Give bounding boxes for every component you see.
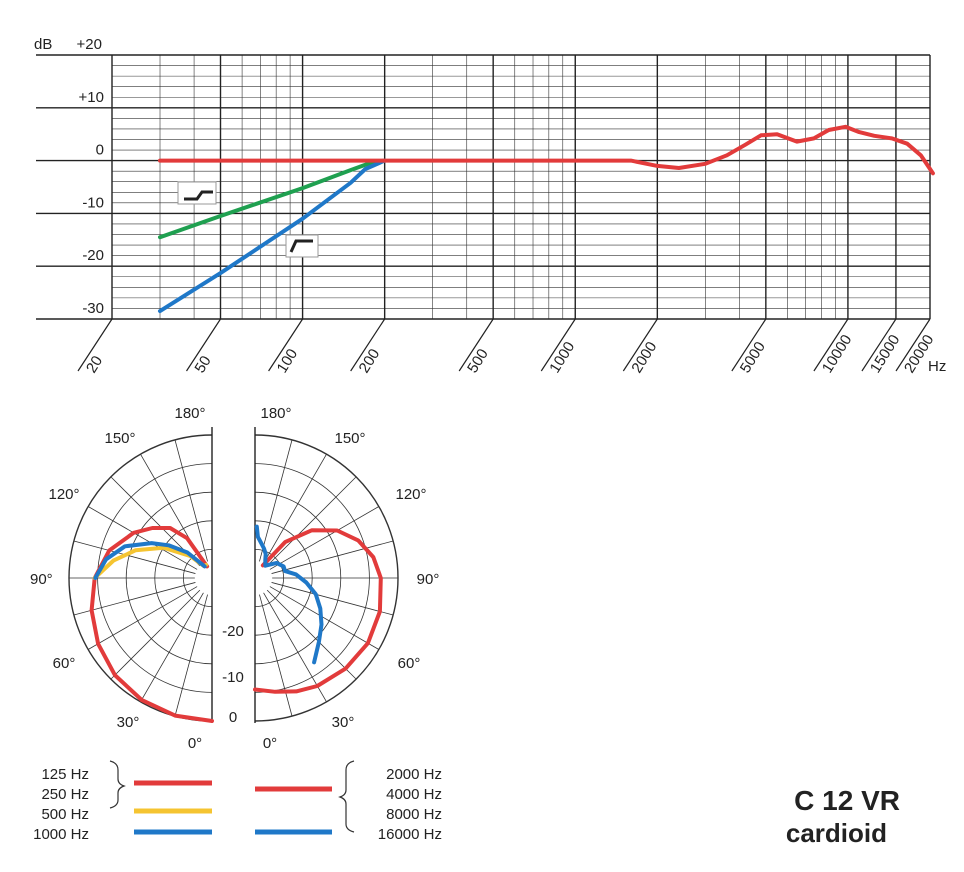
frequency-response-chart: 20 50 100 200 500 1000 2000 5000 10000 1500020000… bbox=[34, 36, 946, 376]
polar-spoke bbox=[259, 439, 293, 562]
legend-brace-right bbox=[338, 760, 355, 833]
x-tick-label: 100 bbox=[274, 346, 302, 376]
polar-spoke bbox=[269, 506, 380, 570]
polar-curve-right bbox=[253, 528, 383, 694]
icon-glyph bbox=[184, 190, 213, 201]
radial-label: 0 bbox=[229, 709, 237, 726]
x-tick-mark bbox=[268, 318, 304, 372]
legend: 125 Hz 250 Hz 500 Hz 1000 Hz 2000 Hz 4000 Hz 8… bbox=[33, 760, 442, 843]
polar-spoke bbox=[271, 582, 394, 616]
legend-label-right: 16000 Hz bbox=[378, 826, 442, 843]
polar-pattern-name: cardioid bbox=[786, 818, 887, 848]
polar-spoke bbox=[174, 439, 208, 562]
model-name: C 12 VR bbox=[794, 785, 900, 816]
polar-center-mask bbox=[223, 568, 244, 588]
y-tick-label: +20 bbox=[77, 36, 102, 53]
polar-pattern-chart: 0° 0° 30° 30° 60° 60° 90° 120° 120° 150° 150° 180° 1… bbox=[30, 405, 439, 752]
x-tick-mark bbox=[540, 318, 576, 372]
polar-spoke bbox=[266, 476, 357, 567]
angle-label: 60° bbox=[398, 655, 421, 672]
polar-right-half bbox=[254, 427, 399, 723]
legend-label-right: 8000 Hz bbox=[386, 806, 442, 823]
icon-glyph bbox=[289, 239, 313, 253]
polar-spoke bbox=[263, 592, 327, 703]
legend-label-left: 125 Hz bbox=[41, 766, 89, 783]
legend-label-right: 2000 Hz bbox=[386, 766, 442, 783]
legend-label-right: 4000 Hz bbox=[386, 786, 442, 803]
polar-spoke bbox=[269, 586, 380, 650]
angle-label: 0° bbox=[263, 735, 277, 752]
polar-curve-right bbox=[254, 524, 324, 665]
x-tick-mark bbox=[350, 318, 386, 372]
angle-label: 120° bbox=[395, 486, 426, 503]
polar-spoke bbox=[271, 540, 394, 574]
angle-label: 0° bbox=[188, 735, 202, 752]
polar-spoke bbox=[110, 589, 201, 680]
angle-label: 120° bbox=[48, 486, 79, 503]
y-tick-label: -20 bbox=[82, 247, 104, 264]
polar-spoke bbox=[87, 586, 198, 650]
x-tick-label: 1000 bbox=[546, 339, 578, 376]
response-curve bbox=[158, 158, 387, 314]
radial-label: -20 bbox=[222, 623, 244, 640]
x-tick-mark bbox=[77, 318, 113, 372]
x-tick-mark bbox=[813, 318, 849, 372]
roll-off-icon bbox=[285, 234, 319, 258]
x-axis-unit-label: Hz bbox=[928, 358, 946, 375]
x-tick-label: 50 bbox=[191, 353, 214, 376]
x-tick-label: 200 bbox=[356, 346, 384, 376]
angle-label: 150° bbox=[104, 430, 135, 447]
y-tick-label: -30 bbox=[82, 300, 104, 317]
x-tick-mark bbox=[622, 318, 658, 372]
x-tick-mark bbox=[895, 318, 931, 372]
angle-label: 150° bbox=[334, 430, 365, 447]
polar-spoke bbox=[140, 592, 204, 703]
polar-spoke bbox=[73, 540, 196, 574]
x-tick-mark bbox=[458, 318, 494, 372]
y-tick-label: 0 bbox=[96, 142, 104, 159]
legend-label-left: 500 Hz bbox=[41, 806, 89, 823]
polar-spoke bbox=[259, 594, 293, 717]
angle-label: 30° bbox=[117, 714, 140, 731]
polar-spoke bbox=[263, 453, 327, 564]
angle-label-partial: 90° bbox=[30, 571, 53, 588]
product-title: C 12 VR cardioid bbox=[786, 785, 900, 848]
legend-brace-left bbox=[109, 760, 126, 809]
polar-curve-left bbox=[93, 541, 207, 580]
angle-label: 90° bbox=[417, 571, 440, 588]
legend-label-left: 250 Hz bbox=[41, 786, 89, 803]
response-curve bbox=[158, 124, 935, 176]
polar-spoke bbox=[266, 589, 357, 680]
angle-label: 60° bbox=[53, 655, 76, 672]
angle-label: 180° bbox=[174, 405, 205, 422]
polar-spoke bbox=[73, 582, 196, 616]
x-tick-mark bbox=[731, 318, 767, 372]
polar-spoke bbox=[174, 594, 208, 717]
angle-label: 30° bbox=[332, 714, 355, 731]
x-tick-label: 5000 bbox=[737, 339, 769, 376]
y-tick-label: -10 bbox=[82, 194, 104, 211]
y-axis-unit-label: dB bbox=[34, 36, 52, 53]
legend-label-left: 1000 Hz bbox=[33, 826, 89, 843]
x-tick-label: 2000 bbox=[628, 339, 660, 376]
x-tick-label: 500 bbox=[464, 346, 492, 376]
y-tick-label: +10 bbox=[79, 89, 104, 106]
polar-left-half bbox=[68, 427, 213, 723]
x-tick-mark bbox=[861, 318, 897, 372]
x-tick-label: 20 bbox=[83, 353, 106, 376]
low-cut-icon bbox=[177, 181, 217, 205]
x-tick-mark bbox=[186, 318, 222, 372]
angle-label: 180° bbox=[260, 405, 291, 422]
radial-label: -10 bbox=[222, 669, 244, 686]
polar-spoke bbox=[87, 506, 198, 570]
icon-frame bbox=[285, 234, 319, 258]
